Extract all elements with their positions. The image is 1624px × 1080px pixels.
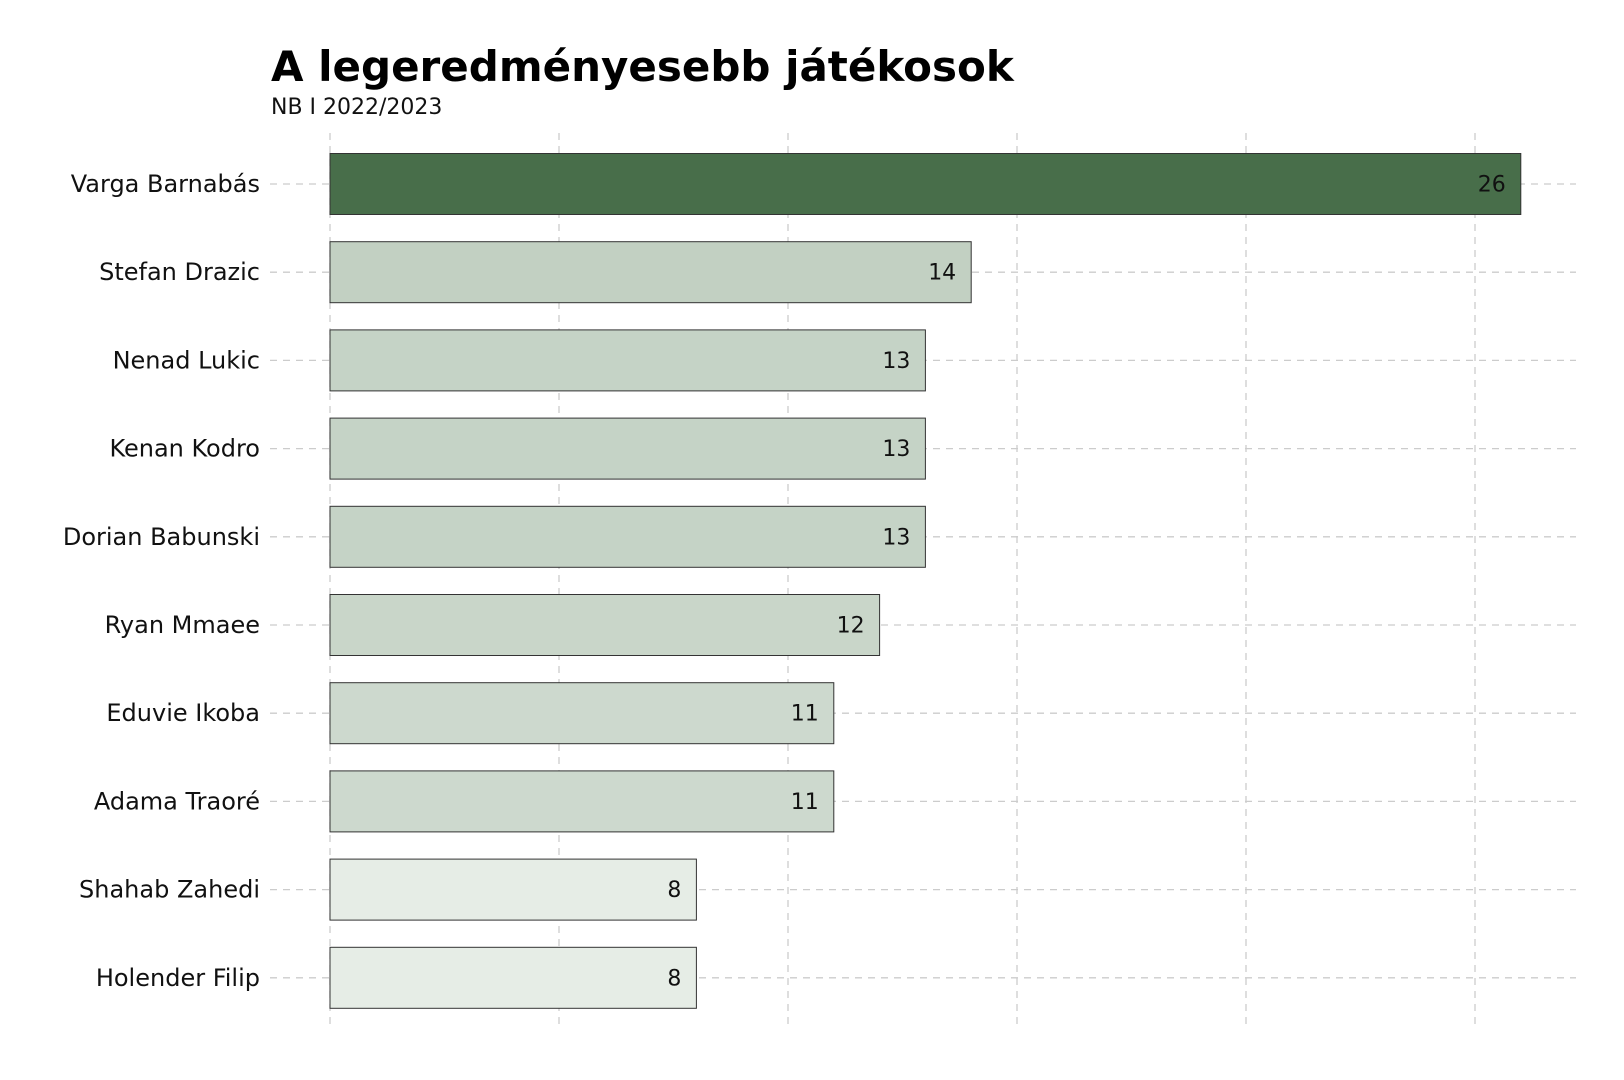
chart-title: A legeredményesebb játékosok xyxy=(271,42,1014,91)
value-label: 11 xyxy=(791,702,819,727)
bar xyxy=(329,241,972,304)
labels: Varga Barnabás 26 Stefan Drazic 14 Nenad Luk… xyxy=(63,170,1506,992)
bar xyxy=(329,770,835,833)
category-label: Adama Traoré xyxy=(94,787,260,815)
value-label: 14 xyxy=(928,261,956,286)
value-label: 13 xyxy=(882,525,910,550)
value-label: 26 xyxy=(1478,173,1506,198)
bar xyxy=(329,417,926,480)
value-label: 13 xyxy=(882,349,910,374)
category-label: Eduvie Ikoba xyxy=(106,699,260,727)
category-label: Dorian Babunski xyxy=(63,523,260,551)
value-label: 12 xyxy=(837,614,865,639)
bar xyxy=(329,594,881,656)
bar xyxy=(329,682,835,745)
bar xyxy=(329,505,926,568)
value-label: 11 xyxy=(791,790,819,815)
category-label: Nenad Lukic xyxy=(113,346,260,374)
bar xyxy=(329,329,926,392)
category-label: Varga Barnabás xyxy=(71,170,260,198)
value-label: 8 xyxy=(667,966,681,991)
bar xyxy=(329,946,697,1009)
category-label: Holender Filip xyxy=(96,964,260,992)
value-label: 13 xyxy=(882,437,910,462)
value-label: 8 xyxy=(667,878,681,903)
chart-subtitle: NB I 2022/2023 xyxy=(271,95,443,120)
bars xyxy=(329,153,1522,1009)
category-label: Shahab Zahedi xyxy=(79,876,260,904)
bar xyxy=(329,858,697,921)
category-label: Stefan Drazic xyxy=(99,258,260,286)
category-label: Ryan Mmaee xyxy=(105,611,260,639)
category-label: Kenan Kodro xyxy=(109,435,260,463)
bar xyxy=(329,153,1522,215)
